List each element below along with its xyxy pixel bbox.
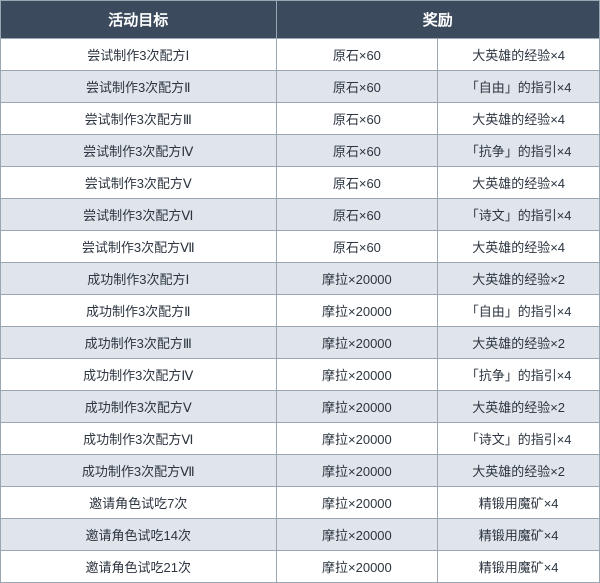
reward2-cell: 大英雄的经验×4: [438, 39, 600, 71]
reward2-cell: 大英雄的经验×2: [438, 327, 600, 359]
table-row: 成功制作3次配方Ⅴ摩拉×20000大英雄的经验×2: [1, 391, 600, 423]
reward-table: 活动目标 奖励 尝试制作3次配方Ⅰ原石×60大英雄的经验×4尝试制作3次配方Ⅱ原…: [0, 0, 600, 583]
header-goal: 活动目标: [1, 1, 277, 39]
reward1-cell: 摩拉×20000: [276, 263, 438, 295]
header-reward: 奖励: [276, 1, 599, 39]
goal-cell: 成功制作3次配方Ⅱ: [1, 295, 277, 327]
table-row: 成功制作3次配方Ⅳ摩拉×20000「抗争」的指引×4: [1, 359, 600, 391]
goal-cell: 尝试制作3次配方Ⅴ: [1, 167, 277, 199]
reward1-cell: 原石×60: [276, 39, 438, 71]
table-row: 尝试制作3次配方Ⅲ原石×60大英雄的经验×4: [1, 103, 600, 135]
goal-cell: 成功制作3次配方Ⅲ: [1, 327, 277, 359]
goal-cell: 邀请角色试吃7次: [1, 487, 277, 519]
goal-cell: 成功制作3次配方Ⅳ: [1, 359, 277, 391]
reward1-cell: 摩拉×20000: [276, 551, 438, 583]
reward1-cell: 原石×60: [276, 231, 438, 263]
reward2-cell: 「诗文」的指引×4: [438, 199, 600, 231]
reward2-cell: 大英雄的经验×4: [438, 231, 600, 263]
goal-cell: 尝试制作3次配方Ⅲ: [1, 103, 277, 135]
goal-cell: 尝试制作3次配方Ⅵ: [1, 199, 277, 231]
table-row: 成功制作3次配方Ⅵ摩拉×20000「诗文」的指引×4: [1, 423, 600, 455]
reward1-cell: 摩拉×20000: [276, 295, 438, 327]
reward1-cell: 摩拉×20000: [276, 391, 438, 423]
goal-cell: 成功制作3次配方Ⅶ: [1, 455, 277, 487]
reward1-cell: 摩拉×20000: [276, 327, 438, 359]
reward2-cell: 大英雄的经验×2: [438, 455, 600, 487]
reward1-cell: 原石×60: [276, 71, 438, 103]
reward1-cell: 原石×60: [276, 167, 438, 199]
table-row: 成功制作3次配方Ⅶ摩拉×20000大英雄的经验×2: [1, 455, 600, 487]
reward1-cell: 原石×60: [276, 199, 438, 231]
reward2-cell: 大英雄的经验×4: [438, 103, 600, 135]
reward1-cell: 原石×60: [276, 135, 438, 167]
goal-cell: 尝试制作3次配方Ⅱ: [1, 71, 277, 103]
table-row: 成功制作3次配方Ⅲ摩拉×20000大英雄的经验×2: [1, 327, 600, 359]
reward1-cell: 摩拉×20000: [276, 487, 438, 519]
reward1-cell: 原石×60: [276, 103, 438, 135]
reward2-cell: 精锻用魔矿×4: [438, 519, 600, 551]
reward2-cell: 「抗争」的指引×4: [438, 359, 600, 391]
goal-cell: 邀请角色试吃21次: [1, 551, 277, 583]
table-header-row: 活动目标 奖励: [1, 1, 600, 39]
table-row: 尝试制作3次配方Ⅳ原石×60「抗争」的指引×4: [1, 135, 600, 167]
table-row: 邀请角色试吃14次摩拉×20000精锻用魔矿×4: [1, 519, 600, 551]
table-row: 尝试制作3次配方Ⅴ原石×60大英雄的经验×4: [1, 167, 600, 199]
reward2-cell: 「自由」的指引×4: [438, 295, 600, 327]
table-row: 尝试制作3次配方Ⅶ原石×60大英雄的经验×4: [1, 231, 600, 263]
reward1-cell: 摩拉×20000: [276, 359, 438, 391]
reward2-cell: 「抗争」的指引×4: [438, 135, 600, 167]
table-row: 尝试制作3次配方Ⅰ原石×60大英雄的经验×4: [1, 39, 600, 71]
reward2-cell: 「自由」的指引×4: [438, 71, 600, 103]
table-row: 邀请角色试吃21次摩拉×20000精锻用魔矿×4: [1, 551, 600, 583]
table-row: 尝试制作3次配方Ⅵ原石×60「诗文」的指引×4: [1, 199, 600, 231]
goal-cell: 邀请角色试吃14次: [1, 519, 277, 551]
table-row: 成功制作3次配方Ⅱ摩拉×20000「自由」的指引×4: [1, 295, 600, 327]
goal-cell: 成功制作3次配方Ⅴ: [1, 391, 277, 423]
goal-cell: 尝试制作3次配方Ⅰ: [1, 39, 277, 71]
goal-cell: 成功制作3次配方Ⅵ: [1, 423, 277, 455]
goal-cell: 成功制作3次配方Ⅰ: [1, 263, 277, 295]
goal-cell: 尝试制作3次配方Ⅳ: [1, 135, 277, 167]
reward2-cell: 大英雄的经验×2: [438, 391, 600, 423]
table-row: 邀请角色试吃7次摩拉×20000精锻用魔矿×4: [1, 487, 600, 519]
goal-cell: 尝试制作3次配方Ⅶ: [1, 231, 277, 263]
reward2-cell: 大英雄的经验×4: [438, 167, 600, 199]
reward1-cell: 摩拉×20000: [276, 455, 438, 487]
reward2-cell: 大英雄的经验×2: [438, 263, 600, 295]
table-row: 成功制作3次配方Ⅰ摩拉×20000大英雄的经验×2: [1, 263, 600, 295]
reward1-cell: 摩拉×20000: [276, 519, 438, 551]
reward2-cell: 「诗文」的指引×4: [438, 423, 600, 455]
reward1-cell: 摩拉×20000: [276, 423, 438, 455]
reward2-cell: 精锻用魔矿×4: [438, 551, 600, 583]
table-row: 尝试制作3次配方Ⅱ原石×60「自由」的指引×4: [1, 71, 600, 103]
reward2-cell: 精锻用魔矿×4: [438, 487, 600, 519]
